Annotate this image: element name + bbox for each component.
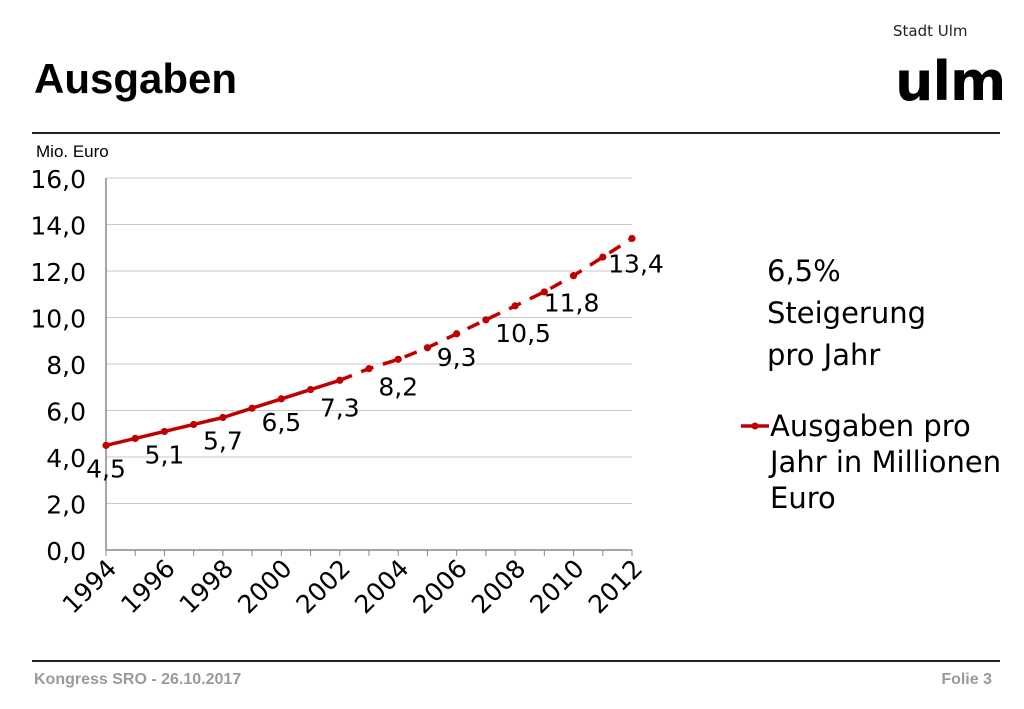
- data-point: [394, 355, 402, 363]
- data-label: 11,8: [544, 289, 600, 318]
- y-tick-label: 8,0: [46, 351, 86, 380]
- data-point: [365, 365, 373, 373]
- x-tick-label: 1996: [115, 554, 180, 619]
- data-point: [599, 253, 607, 261]
- y-tick-label: 10,0: [30, 305, 86, 334]
- data-point: [482, 316, 490, 324]
- data-point: [569, 272, 578, 280]
- brand-logo: ulm: [895, 50, 1006, 113]
- growth-annotation-line: Steigerung: [767, 296, 927, 330]
- data-label: 6,5: [261, 408, 301, 437]
- data-point: [511, 302, 519, 310]
- x-tick-label: 1998: [174, 554, 239, 619]
- x-tick-label: 2010: [524, 554, 589, 619]
- data-label: 9,3: [437, 343, 477, 372]
- data-point: [190, 420, 198, 429]
- x-tick-label: 2004: [349, 554, 414, 619]
- data-point: [248, 404, 256, 412]
- y-tick-label: 0,0: [46, 537, 86, 566]
- x-tick-label: 2002: [291, 554, 356, 619]
- x-tick-label: 2008: [466, 554, 531, 619]
- data-point: [277, 395, 285, 403]
- legend-series-label: Ausgaben pro Jahr in Millionen Euro: [770, 409, 1002, 515]
- data-point: [540, 288, 548, 296]
- data-point: [131, 434, 139, 442]
- data-label: 10,5: [495, 319, 551, 348]
- page-title: Ausgaben: [34, 55, 238, 102]
- y-axis-unit-label: Mio. Euro: [36, 142, 109, 161]
- series-line-projected: [339, 236, 633, 382]
- x-tick-label: 2006: [407, 554, 472, 619]
- footer-event-date: Kongress SRO - 26.10.2017: [34, 671, 242, 688]
- y-tick-label: 12,0: [30, 258, 86, 287]
- x-tick-label: 2000: [232, 554, 297, 619]
- brand-city-name: Stadt Ulm: [893, 22, 968, 40]
- data-label: 8,2: [378, 372, 418, 401]
- data-point: [160, 427, 169, 436]
- growth-annotation-line: 6,5%: [767, 254, 841, 288]
- data-point: [453, 330, 461, 338]
- legend-series-marker: [741, 422, 769, 430]
- header-divider: [32, 132, 1000, 134]
- data-point: [306, 385, 315, 394]
- data-label: 5,7: [203, 426, 243, 455]
- y-tick-label: 16,0: [30, 165, 86, 194]
- y-tick-label: 14,0: [30, 212, 86, 241]
- data-label: 4,5: [86, 454, 126, 483]
- growth-annotation: 6,5% Steigerung pro Jahr: [767, 250, 926, 376]
- y-tick-label: 2,0: [46, 491, 86, 520]
- growth-annotation-line: pro Jahr: [767, 338, 881, 372]
- data-label: 13,4: [608, 249, 664, 278]
- y-tick-label: 6,0: [46, 398, 86, 427]
- data-point: [336, 376, 344, 384]
- data-point: [628, 234, 636, 243]
- y-tick-label: 4,0: [46, 444, 86, 473]
- data-point: [423, 344, 432, 352]
- data-label: 7,3: [320, 393, 360, 422]
- footer-divider: [32, 660, 1000, 662]
- data-point: [219, 413, 227, 422]
- data-point: [102, 441, 110, 449]
- x-tick-label: 2012: [583, 554, 648, 619]
- data-label: 5,1: [145, 440, 185, 469]
- footer-slide-number: Folie 3: [941, 671, 992, 688]
